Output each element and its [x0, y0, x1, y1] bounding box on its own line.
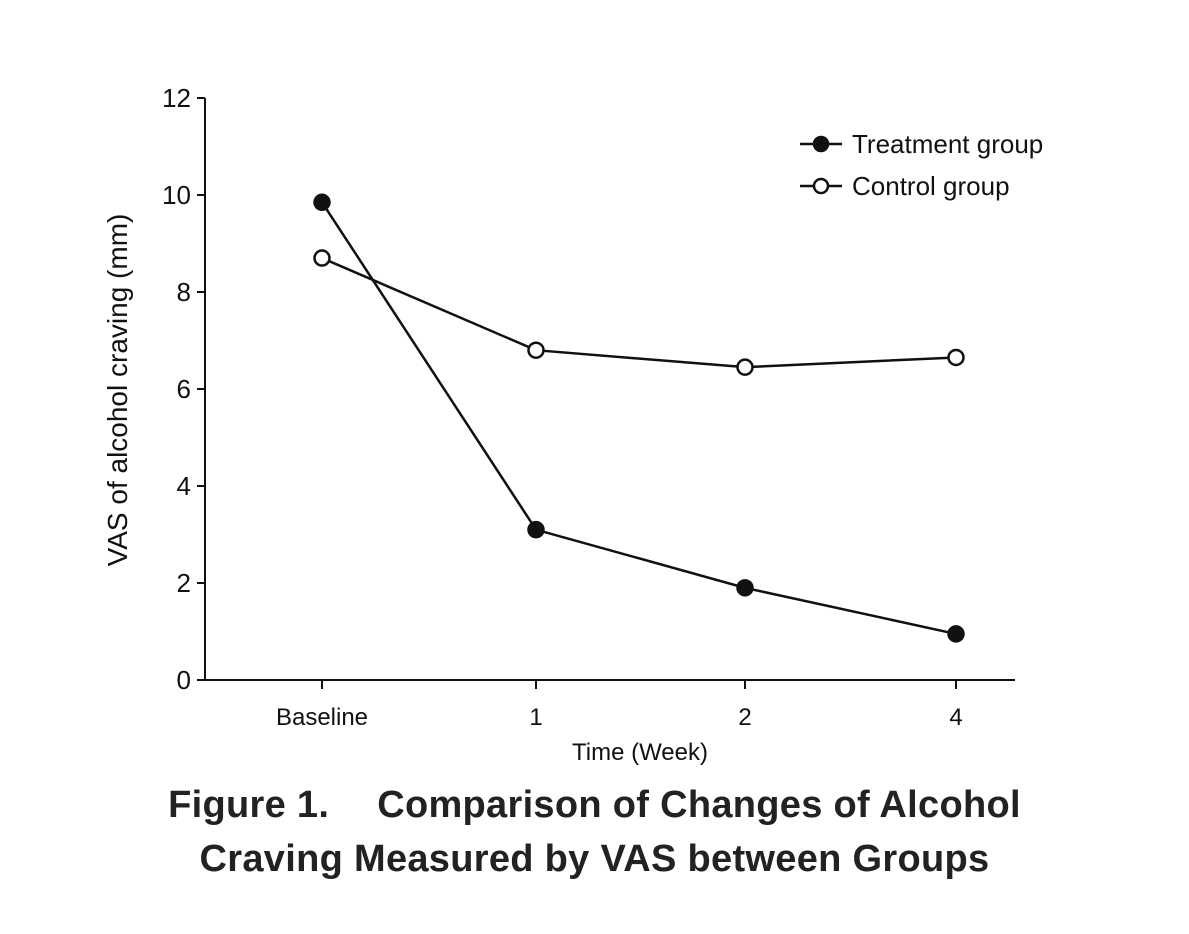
control-group-point	[527, 341, 545, 359]
legend-treatment-group-marker	[812, 135, 830, 153]
x-axis-ticks: Baseline 1 2 4	[276, 680, 963, 731]
legend-control-group-label: Control group	[852, 171, 1010, 201]
treatment-group-point	[313, 193, 331, 212]
y-tick-label: 10	[162, 180, 191, 210]
treatment-group-point	[736, 579, 754, 597]
figure-caption-line-1: Figure 1. Comparison of Changes of Alcoho…	[0, 784, 1189, 827]
treatment-group-point	[527, 520, 545, 539]
figure-label: Figure 1.	[168, 784, 330, 826]
control-group-point	[947, 348, 965, 367]
control-group-point	[313, 249, 331, 267]
legend: Treatment group Control group	[800, 129, 1043, 201]
treatment-group-line	[320, 201, 957, 636]
y-axis-ticks: 0 2 4 6 8 10 12	[162, 83, 205, 695]
x-axis-label: Time (Week)	[572, 739, 708, 766]
x-tick-label: 1	[529, 704, 542, 731]
y-tick-label: 4	[177, 471, 191, 501]
y-axis-label: VAS of alcohol craving (mm)	[102, 214, 133, 567]
legend-control-group-marker	[812, 177, 830, 195]
y-tick-label: 12	[162, 83, 191, 113]
y-tick-label: 0	[177, 665, 191, 695]
figure-title-part-2: Craving Measured by VAS between Groups	[199, 838, 990, 880]
legend-treatment-group-label: Treatment group	[852, 129, 1043, 159]
series-group	[313, 193, 965, 643]
control-group-line	[321, 256, 957, 369]
figure-caption-line-2: Craving Measured by VAS between Groups	[0, 838, 1189, 881]
y-tick-label: 2	[177, 568, 191, 598]
control-group-point	[736, 358, 754, 376]
x-tick-label: Baseline	[276, 704, 368, 731]
treatment-group-point	[947, 625, 965, 643]
figure-title-part-1: Comparison of Changes of Alcohol	[377, 784, 1021, 826]
y-tick-label: 8	[177, 277, 191, 307]
y-tick-label: 6	[177, 374, 191, 404]
x-tick-label: 4	[949, 704, 962, 731]
x-tick-label: 2	[738, 704, 751, 731]
